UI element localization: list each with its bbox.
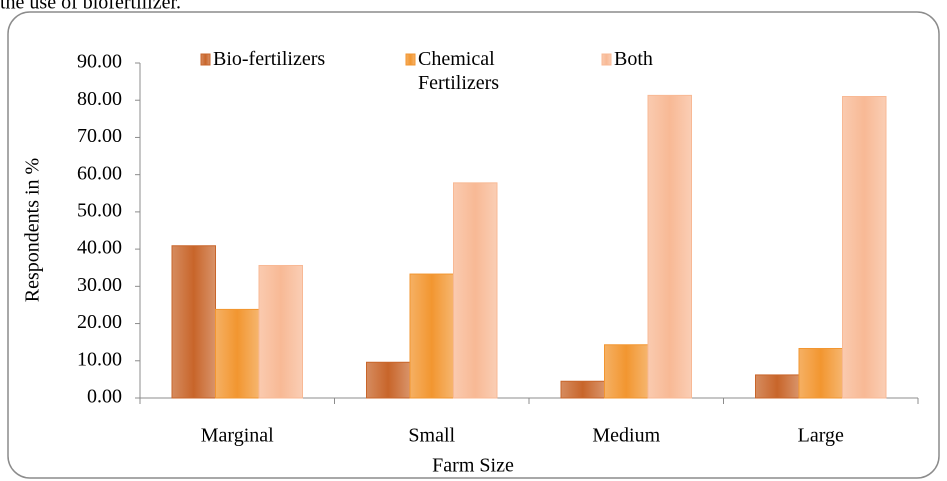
y-tick-label: 70.00 [77,125,122,147]
y-tick-label: 10.00 [77,348,122,370]
bar [604,344,649,399]
bar [215,308,260,399]
legend-label: Bio-fertilizers [213,48,326,70]
bar [171,245,216,399]
legend-label: Both [614,48,653,70]
y-tick-label: 30.00 [77,274,122,296]
bar [647,94,692,399]
bar [798,347,843,399]
legend-swatch [200,53,211,66]
x-tick-label: Medium [592,425,660,447]
x-tick-label: Marginal [201,425,274,447]
legend-swatch [405,53,416,66]
y-tick-label: 0.00 [87,386,122,408]
x-axis-label: Farm Size [432,455,514,477]
y-tick-label: 90.00 [77,51,122,73]
bar [560,380,605,399]
bar [842,96,887,399]
bar [366,361,411,399]
legend-label: Chemical Fertilizers [418,48,500,94]
x-tick-label: Large [798,425,844,447]
y-axis-label: Respondents in % [22,158,44,302]
bar [258,264,303,399]
x-tick-label: Small [408,425,455,447]
legend-swatch [601,53,612,66]
y-tick-label: 60.00 [77,162,122,184]
y-tick-label: 20.00 [77,311,122,333]
bar [755,374,800,399]
y-tick-label: 50.00 [77,199,122,221]
bar [409,273,454,399]
bar [453,182,498,399]
y-tick-label: 80.00 [77,88,122,110]
y-tick-label: 40.00 [77,237,122,259]
caption-fragment: the use of biofertilizer. [0,0,181,14]
